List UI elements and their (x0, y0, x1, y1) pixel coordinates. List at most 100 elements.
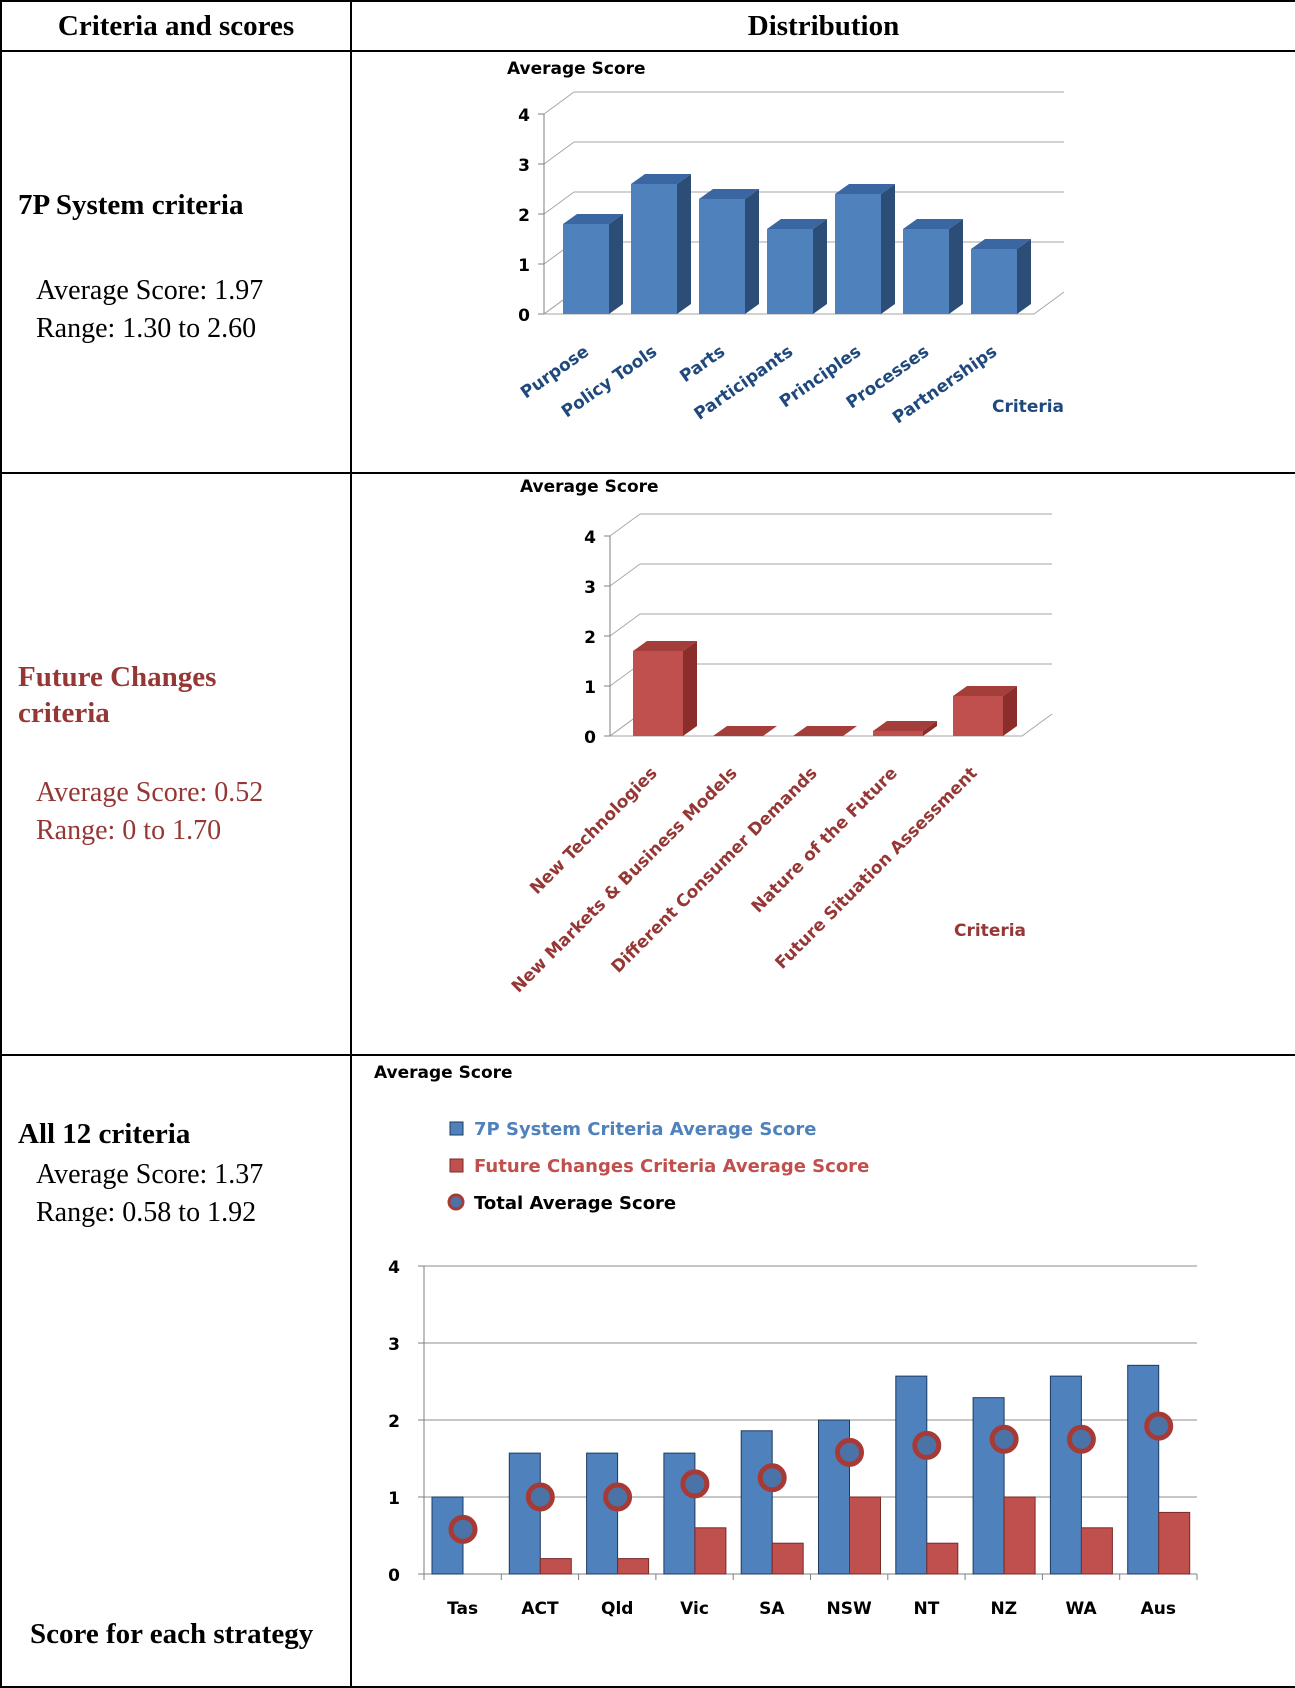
x-tick-label: SA (759, 1599, 785, 1619)
x-tick-label: ACT (521, 1599, 559, 1619)
bar-top (563, 214, 623, 224)
bar-side (1003, 686, 1017, 736)
bar-7p (1127, 1364, 1160, 1575)
x-tick-label: New Technologies (526, 763, 661, 898)
y-tick-label: 1 (584, 678, 596, 698)
bar-future (617, 1558, 650, 1575)
bar-side (609, 214, 623, 314)
average-score-future: Average Score: 0.52 (36, 777, 264, 808)
marker-total (680, 1469, 710, 1499)
bar-side (745, 189, 759, 314)
bar-side (881, 184, 895, 314)
bar (767, 229, 813, 314)
marker-total (912, 1430, 942, 1460)
bar (631, 184, 677, 314)
range-7p: Range: 1.30 to 2.60 (36, 313, 257, 344)
bar-top (767, 219, 827, 229)
bar-future (694, 1527, 727, 1575)
average-score-7p: Average Score: 1.97 (36, 275, 264, 306)
bar (903, 229, 949, 314)
bar-top (953, 686, 1017, 696)
y-tick-label: 2 (388, 1412, 400, 1432)
legend-swatch-total (447, 1193, 465, 1211)
chart-all-criteria: 0 1 2 3 4 Tas ACT Qld Vic SA NSW NT NZ WA Aus Average S… (374, 1063, 1198, 1619)
marker-total (525, 1482, 555, 1512)
marker-total (757, 1463, 787, 1493)
legend-label-7p: 7P System Criteria Average Score (474, 1119, 816, 1140)
x-tick-label: Aus (1141, 1599, 1176, 1619)
y-tick-label: 3 (584, 578, 596, 598)
bar-future (849, 1496, 881, 1575)
bar (563, 224, 609, 314)
bar-side (923, 721, 937, 736)
x-tick-label: Nature of the Future (748, 763, 902, 917)
bar-side (677, 174, 691, 314)
row-all-left: All 12 criteria Average Score: 1.37 Rang… (0, 1054, 352, 1688)
y-tick-label: 0 (584, 728, 596, 748)
y-axis-title: Average Score (520, 477, 659, 497)
row-7p-left: 7P System criteria Average Score: 1.97 R… (0, 50, 352, 474)
grid-diagonal (543, 91, 575, 115)
legend-label-future: Future Changes Criteria Average Score (474, 1156, 869, 1177)
marker-total (989, 1424, 1019, 1454)
bar-side (1017, 239, 1031, 314)
y-tick-label: 2 (518, 206, 530, 226)
bar-top (873, 721, 937, 731)
x-tick-label: Qld (601, 1599, 633, 1619)
y-tick-label: 1 (518, 256, 530, 276)
marker-total (603, 1482, 633, 1512)
bar-future (1080, 1527, 1113, 1575)
bar-top (903, 219, 963, 229)
x-tick-label: Parts (676, 342, 729, 387)
bar-7p (972, 1397, 1005, 1575)
header-criteria-scores: Criteria and scores (0, 0, 352, 52)
bar-future (771, 1542, 804, 1575)
legend-label-total: Total Average Score (474, 1193, 676, 1214)
marker-total (448, 1514, 478, 1544)
bar-future (926, 1542, 959, 1575)
bar (699, 199, 745, 314)
legend-swatch-7p (449, 1121, 464, 1136)
row-future-left: Future Changes criteria Average Score: 0… (0, 472, 352, 1056)
y-tick-label: 4 (388, 1258, 400, 1278)
range-future: Range: 0 to 1.70 (36, 815, 222, 846)
marker-total (1144, 1411, 1174, 1441)
bar-side (683, 641, 697, 736)
y-tick-label: 2 (584, 628, 596, 648)
bar-side (813, 219, 827, 314)
y-tick-label: 4 (518, 106, 530, 126)
bar-future (1003, 1496, 1036, 1575)
criteria-name-future-2: criteria (18, 697, 110, 729)
bar-7p (740, 1430, 773, 1575)
grid-diagonal (609, 563, 641, 587)
y-axis-title: Average Score (507, 59, 646, 79)
y-tick-label: 0 (388, 1566, 400, 1586)
bar-7p (1049, 1375, 1082, 1575)
x-tick-label: Vic (680, 1599, 709, 1619)
x-tick-label: Tas (447, 1599, 478, 1619)
grid-diagonal (543, 191, 575, 215)
bar (835, 194, 881, 314)
marker-total (835, 1437, 864, 1467)
bar-top (793, 726, 857, 736)
marker-total (1066, 1424, 1096, 1454)
row-7p-chart-cell: 0 1 2 3 4 Purpose Policy Tools Parts Participant… (350, 50, 1295, 474)
header-distribution: Distribution (350, 0, 1295, 52)
bar (873, 731, 923, 736)
bar-7p (586, 1452, 619, 1575)
bar-future (539, 1558, 572, 1575)
row-all-chart-cell: 0 1 2 3 4 Tas ACT Qld Vic SA NSW NT NZ WA Aus Average S… (350, 1054, 1295, 1688)
average-score-all: Average Score: 1.37 (36, 1159, 264, 1190)
criteria-name-future-1: Future Changes (18, 661, 217, 693)
y-tick-label: 3 (518, 156, 530, 176)
bar (953, 696, 1003, 736)
y-tick-label: 0 (518, 306, 530, 326)
bar (633, 651, 683, 736)
bar-7p (508, 1452, 541, 1575)
x-tick-label: NT (914, 1599, 940, 1619)
x-tick-label: NSW (827, 1599, 872, 1619)
y-tick-label: 4 (584, 528, 596, 548)
